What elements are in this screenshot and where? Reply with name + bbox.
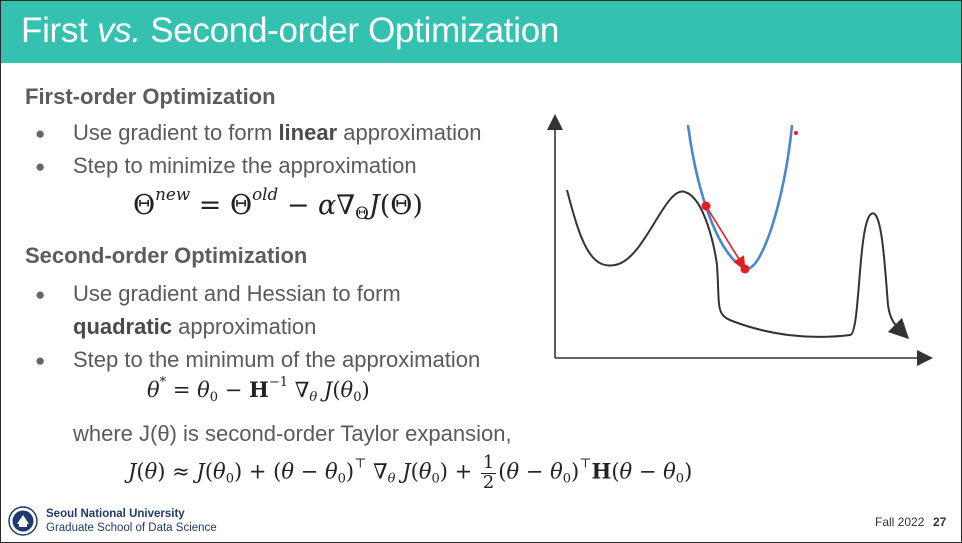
first-order-bullet-2: Step to minimize the approximation — [73, 153, 417, 178]
newton-step-equation: θ* = θ0 − H−1 ∇θ J(θ0) — [147, 374, 370, 405]
minimum-point — [740, 264, 750, 274]
snu-logo-icon — [8, 506, 38, 536]
bullet-icon: ● — [35, 157, 46, 176]
term-label: Fall 2022 — [875, 515, 925, 529]
quadratic-approximation-curve — [686, 124, 794, 271]
slide-title: First vs. Second-order Optimization — [21, 11, 560, 50]
taylor-note: where J(θ) is second-order Taylor expans… — [73, 421, 512, 446]
page-number: 27 — [933, 515, 947, 529]
university-name: Seoul National University — [46, 508, 185, 520]
current-point — [701, 201, 711, 211]
second-order-bullet-2: Step to the minimum of the approximation — [73, 347, 481, 372]
bullet-icon: ● — [35, 351, 46, 370]
second-order-bullet-1-line1: Use gradient and Hessian to form — [73, 281, 401, 306]
school-name: Graduate School of Data Science — [46, 522, 217, 534]
second-order-heading: Second-order Optimization — [25, 243, 308, 268]
first-order-heading: First-order Optimization — [25, 84, 276, 109]
bullet-icon: ● — [35, 124, 46, 143]
objective-curve — [566, 189, 910, 340]
bullet-icon: ● — [35, 285, 46, 304]
first-order-bullet-1: Use gradient to form linear approximatio… — [73, 120, 482, 145]
stray-dot — [794, 131, 798, 135]
title-bar: First vs. Second-order Optimization — [1, 1, 961, 63]
step-arrow — [705, 205, 746, 270]
second-order-bullet-1-line2: quadratic approximation — [73, 314, 317, 339]
taylor-expansion-equation: J(θ) ≈ J(θ0) + (θ − θ0)⊤ ∇θ J(θ0) + 1 2 (θ… — [128, 452, 693, 493]
gradient-descent-equation: Θnew = Θold − α∇ΘJ(Θ) — [133, 183, 423, 224]
optimization-illustration — [547, 114, 933, 366]
